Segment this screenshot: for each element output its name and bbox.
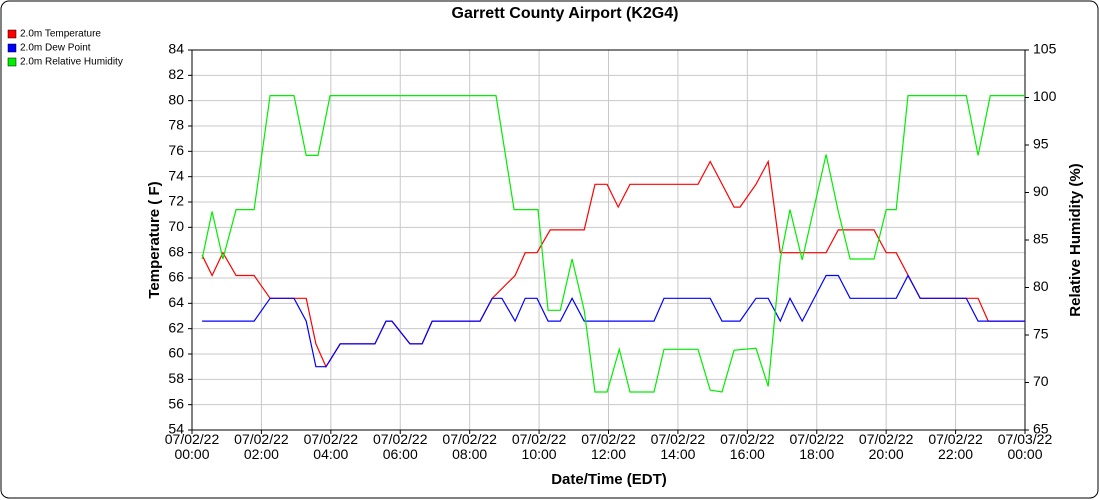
y2-tick-label: 65 <box>1033 421 1049 437</box>
x-tick-label: 07/02/22 00:00 <box>164 431 220 462</box>
x-tick-label: 07/02/22 10:00 <box>511 431 567 462</box>
legend-swatch <box>7 57 17 67</box>
y-tick-label: 60 <box>168 345 184 361</box>
plot-border <box>191 49 1026 431</box>
y-tick-label: 76 <box>168 142 184 158</box>
legend-label: 2.0m Temperature <box>20 29 101 40</box>
y-tick-label: 82 <box>168 66 184 82</box>
x-tick-label: 07/02/22 18:00 <box>789 431 845 462</box>
x-tick-label: 07/02/22 12:00 <box>581 431 636 462</box>
y-tick-label: 78 <box>168 117 184 133</box>
y-tick-label: 80 <box>168 91 184 107</box>
series-line <box>201 95 1025 393</box>
x-tick-label: 07/02/22 06:00 <box>373 431 428 462</box>
x-tick-label: 07/02/22 02:00 <box>234 431 289 462</box>
chart-title: Garrett County Airport (K2G4) <box>452 5 679 22</box>
y-tick-label: 54 <box>168 421 184 437</box>
legend-swatch <box>7 43 17 53</box>
y-tick-label: 70 <box>168 218 184 234</box>
x-tick-label: 07/02/22 20:00 <box>858 431 914 462</box>
x-tick-label: 07/02/22 16:00 <box>720 431 775 462</box>
legend-label: 2.0m Relative Humidity <box>20 57 123 68</box>
series-line <box>201 159 1025 368</box>
x-tick-label: 07/02/22 14:00 <box>650 431 706 462</box>
x-tick-label: 07/02/22 22:00 <box>928 431 983 462</box>
x-tick-label: 07/02/22 04:00 <box>303 431 359 462</box>
x-axis-label: Date/Time (EDT) <box>551 471 667 488</box>
y2-tick-label: 90 <box>1033 183 1049 199</box>
x-tick-label: 07/02/22 08:00 <box>442 431 497 462</box>
y-tick-label: 72 <box>168 193 184 209</box>
y2-axis-label: Relative Humidity (%) <box>1067 163 1084 316</box>
series-line <box>202 274 1025 368</box>
y2-tick-label: 75 <box>1033 326 1049 342</box>
y2-tick-label: 95 <box>1033 136 1049 152</box>
y2-tick-label: 80 <box>1033 278 1049 294</box>
y-tick-label: 58 <box>168 370 184 386</box>
y-tick-label: 64 <box>168 294 184 310</box>
y2-tick-label: 85 <box>1033 231 1049 247</box>
x-tick-label: 07/03/22 00:00 <box>997 431 1053 462</box>
y2-tick-label: 70 <box>1033 373 1049 389</box>
legend-label: 2.0m Dew Point <box>20 43 91 54</box>
y-tick-label: 68 <box>168 243 184 259</box>
y-axis-label: Temperature ( F) <box>146 181 163 298</box>
y-tick-label: 56 <box>168 395 184 411</box>
y-tick-label: 84 <box>168 41 184 57</box>
legend-swatch <box>7 29 17 39</box>
y2-tick-label: 105 <box>1033 41 1057 57</box>
y2-tick-label: 100 <box>1033 88 1057 104</box>
y-tick-label: 62 <box>168 319 184 335</box>
y-tick-label: 66 <box>168 269 184 285</box>
y-tick-label: 74 <box>168 167 184 183</box>
